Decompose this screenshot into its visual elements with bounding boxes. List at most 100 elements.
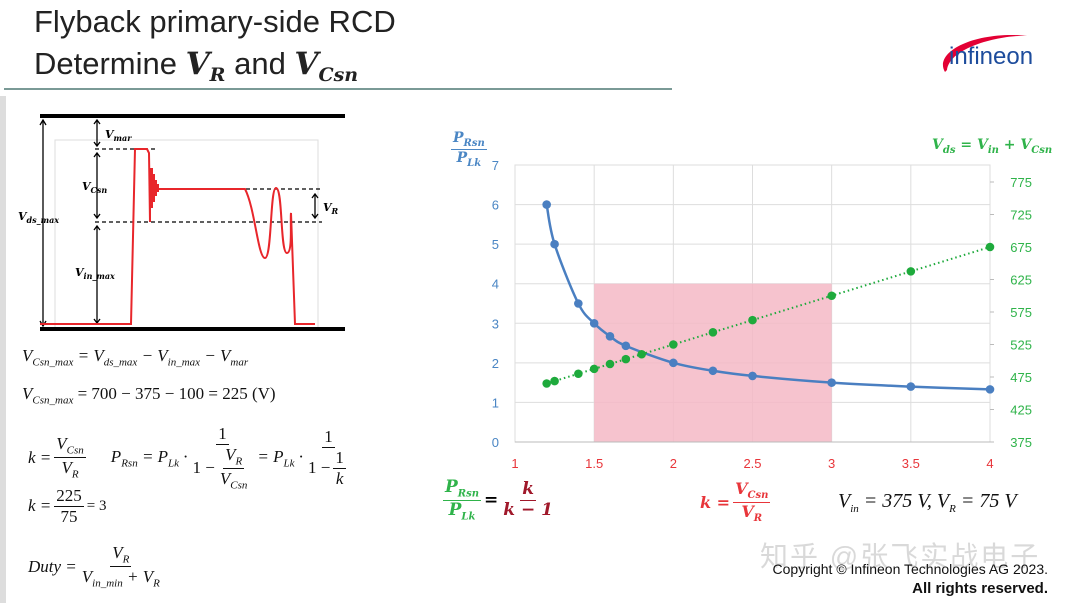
k2-rhs: = 3 [86, 497, 107, 514]
label-v-ds-max: Vds_max [18, 210, 59, 225]
title-var1: V [185, 46, 210, 82]
duty-num: VR [110, 543, 132, 568]
eq2-lhs: VCsn_max [22, 384, 74, 407]
k-num: VCsn [54, 434, 86, 459]
right-y-tick-label: 475 [1010, 370, 1032, 385]
left-edge-bar [0, 96, 6, 603]
eq-vcsn-max-value: VCsn_max = 700 − 375 − 100 = 225 (V) [22, 384, 276, 406]
series-0-point [621, 341, 631, 351]
right-y-tick-label: 725 [1010, 208, 1032, 223]
kdef-num: VCsn [733, 479, 771, 503]
copyright: Copyright © Infineon Technologies AG 202… [773, 560, 1048, 599]
p-den1-num: VR [223, 444, 245, 469]
kdef-den: VR [741, 501, 763, 524]
slide-title-line1: Flyback primary-side RCD [34, 4, 396, 39]
left-axis-den: PLk [456, 150, 482, 170]
k2-num: 225 [54, 486, 84, 507]
p-den2-a: 1 − [308, 458, 331, 478]
x-tick-label: 2.5 [743, 456, 761, 471]
bottom-rail [40, 327, 345, 331]
ratio-num: PRsn [443, 477, 482, 501]
series-1-point [574, 369, 583, 379]
x-tick-label: 3.5 [902, 456, 920, 471]
waveform-diagram: Vmar VCsn Vds_max Vin_max VR [18, 114, 345, 331]
k-lhs: k = [28, 447, 52, 467]
slide-title-line2: Determine VR and VCsn [34, 48, 358, 85]
right-y-tick-label: 775 [1010, 175, 1032, 190]
x-tick-label: 2 [670, 456, 677, 471]
series-line-0 [545, 204, 991, 391]
duty-den: Vin_min + VR [81, 567, 160, 590]
left-axis-num: PRsn [451, 130, 487, 151]
series-0-point [827, 378, 836, 387]
copyright-line2: All rights reserved. [912, 579, 1048, 597]
x-tick-label: 3 [828, 456, 835, 471]
left-y-tick-label: 6 [492, 198, 499, 213]
x-tick-label: 1 [511, 456, 518, 471]
series-0-point [605, 332, 615, 341]
ratio-eq: = [484, 490, 499, 511]
p-den2-den: k [335, 468, 344, 488]
p-num1: 1 [216, 424, 229, 445]
title-var2-sub: Csn [318, 64, 359, 87]
series-0-point [574, 299, 583, 308]
left-y-tick-label: 5 [492, 237, 499, 252]
right-y-tick-label: 525 [1010, 338, 1032, 353]
series-0-point [906, 382, 916, 391]
series-1-point [906, 267, 916, 276]
k-definition: k = VCsn VR [700, 479, 773, 524]
duty-lhs: Duty = [28, 556, 77, 576]
series-1-point [542, 379, 551, 388]
series-1-point [550, 376, 559, 386]
series-1-point [827, 291, 836, 301]
series-1-point [748, 315, 757, 325]
label-v-csn: VCsn [82, 180, 107, 195]
eq-duty: Duty = VR Vin_min + VR [28, 543, 165, 590]
vds-trace [40, 148, 315, 325]
right-y-tick-label: 375 [1010, 435, 1032, 450]
series-1-point [605, 359, 615, 369]
series-1-point [708, 328, 718, 337]
eq-k-value: k = 225 75 = 3 [28, 486, 107, 526]
left-y-tick-label: 3 [492, 316, 499, 331]
x-tick-label: 1.5 [585, 456, 603, 471]
series-1-point [985, 242, 995, 252]
title-var2: V [294, 46, 319, 82]
operating-conditions: Vin = 375 V, VR = 75 V [838, 490, 1017, 515]
p-den1-a: 1 − [192, 458, 215, 478]
top-rail [40, 114, 345, 118]
title-prefix: Determine [34, 46, 186, 81]
kdef-lhs: k = [700, 492, 731, 512]
right-y-tick-label: 575 [1010, 305, 1032, 320]
series-1-point [637, 349, 646, 359]
title-divider [4, 88, 672, 90]
series-0-point [708, 366, 718, 376]
k-den: VR [61, 458, 79, 481]
left-y-tick-label: 4 [492, 277, 499, 292]
p-lhs: PRsn = PLk · [110, 446, 188, 469]
eq2-rhs: = 700 − 375 − 100 = 225 (V) [77, 384, 276, 403]
p-num2: 1 [322, 427, 335, 449]
left-y-tick-label: 0 [492, 435, 499, 450]
right-y-tick-label: 675 [1010, 240, 1032, 255]
series-0-point [669, 358, 678, 368]
right-y-tick-label: 625 [1010, 273, 1032, 288]
k2-den: 75 [60, 506, 78, 526]
series-0-point [589, 318, 599, 328]
label-v-mar: Vmar [105, 128, 132, 143]
left-axis-title: PRsn PLk [448, 130, 490, 170]
left-y-tick-label: 2 [492, 356, 499, 371]
p-mid: = PLk · [257, 446, 304, 469]
series-1-point [669, 340, 678, 349]
ratio-den: PLk [448, 499, 476, 523]
p-den2-num: 1 [333, 448, 346, 469]
title-var1-sub: R [209, 64, 226, 87]
right-axis-title: Vds = Vin + VCsn [932, 137, 1053, 156]
right-y-tick-label: 425 [1010, 403, 1032, 418]
p-den1-den: VCsn [219, 468, 248, 491]
eq-vcsn-max-definition: VCsn_max = Vds_max − Vin_max − Vmar [22, 346, 249, 369]
series-0-point [748, 371, 757, 381]
